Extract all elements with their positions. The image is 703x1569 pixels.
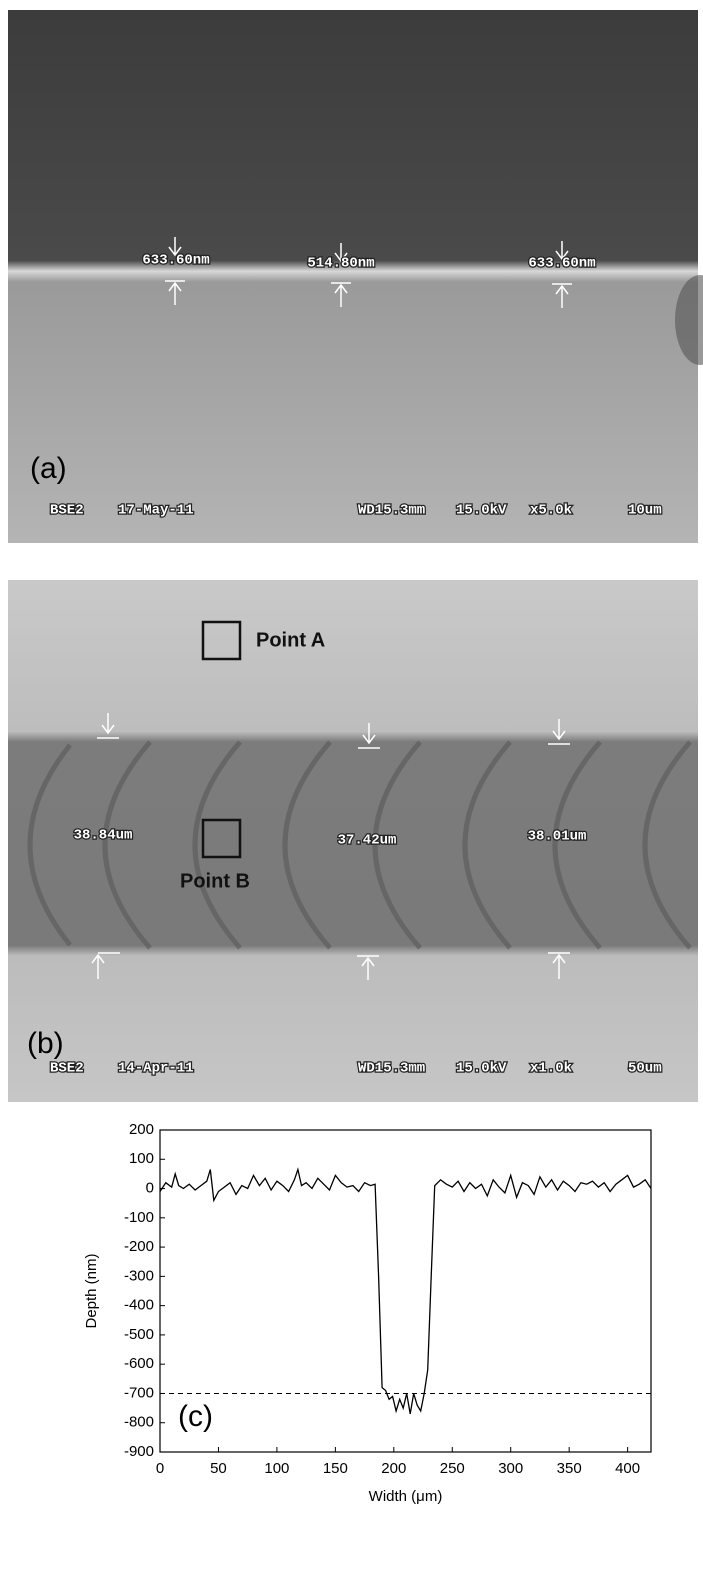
x-tick-label: 100 xyxy=(264,1460,289,1477)
annotation: (c) xyxy=(178,1400,213,1433)
point-label: Point A xyxy=(256,629,325,651)
x-tick-label: 300 xyxy=(498,1460,523,1477)
y-tick-label: -500 xyxy=(124,1326,154,1343)
chart: -900 -800 -700 -600 -500 -400 -300 -200 -100 0 100… xyxy=(83,1121,651,1505)
x-axis-label: Width (μm) xyxy=(369,1488,443,1505)
panel-label: (a) xyxy=(30,452,67,485)
y-tick-label: 0 xyxy=(146,1180,154,1197)
y-tick-label: -100 xyxy=(124,1209,154,1226)
measurement: 38.01um xyxy=(528,829,587,845)
point-label: Point B xyxy=(180,870,250,892)
info-text: BSE2 xyxy=(50,503,84,519)
x-tick-label: 200 xyxy=(381,1460,406,1477)
info-text: 50um xyxy=(628,1061,662,1077)
info-text: x5.0k xyxy=(530,503,572,519)
measurement: 514.80nm xyxy=(307,256,374,272)
y-tick-label: -700 xyxy=(124,1384,154,1401)
y-tick-label: -300 xyxy=(124,1267,154,1284)
x-tick-label: 0 xyxy=(156,1460,164,1477)
info-text: 10um xyxy=(628,503,662,519)
info-text: WD15.3mm xyxy=(358,1061,425,1077)
info-text: 15.0kV xyxy=(456,1061,507,1077)
info-text: 14-Apr-11 xyxy=(118,1061,194,1077)
x-tick-label: 50 xyxy=(210,1460,227,1477)
measurement: 633.60nm xyxy=(142,253,209,269)
panel-label: (b) xyxy=(27,1027,64,1060)
sem-image-a xyxy=(8,10,698,543)
y-axis-label: Depth (nm) xyxy=(83,1253,100,1328)
y-tick-label: 200 xyxy=(129,1121,154,1138)
figure: 633.60nm 514.80nm 633.60nm (a) BSE2 17-Ma… xyxy=(0,0,703,1564)
y-tick-label: 100 xyxy=(129,1150,154,1167)
info-text: 17-May-11 xyxy=(118,503,194,519)
info-text: x1.0k xyxy=(530,1061,572,1077)
y-tick-label: -900 xyxy=(124,1443,154,1460)
measurement: 633.60nm xyxy=(528,256,595,272)
y-tick-label: -400 xyxy=(124,1297,154,1314)
x-tick-label: 350 xyxy=(557,1460,582,1477)
x-tick-label: 400 xyxy=(615,1460,640,1477)
plot-frame xyxy=(160,1130,651,1452)
info-text: WD15.3mm xyxy=(358,503,425,519)
data-line xyxy=(160,1170,651,1414)
measurement: 38.84um xyxy=(74,828,133,844)
x-tick-label: 250 xyxy=(440,1460,465,1477)
x-tick-label: 150 xyxy=(323,1460,348,1477)
page: {"panel_a": {"label": "(a)", "measuremen… xyxy=(0,0,703,1564)
y-tick-label: -200 xyxy=(124,1238,154,1255)
info-text: 15.0kV xyxy=(456,503,507,519)
info-text: BSE2 xyxy=(50,1061,84,1077)
measurement: 37.42um xyxy=(338,833,397,849)
y-tick-label: -600 xyxy=(124,1355,154,1372)
y-tick-label: -800 xyxy=(124,1414,154,1431)
